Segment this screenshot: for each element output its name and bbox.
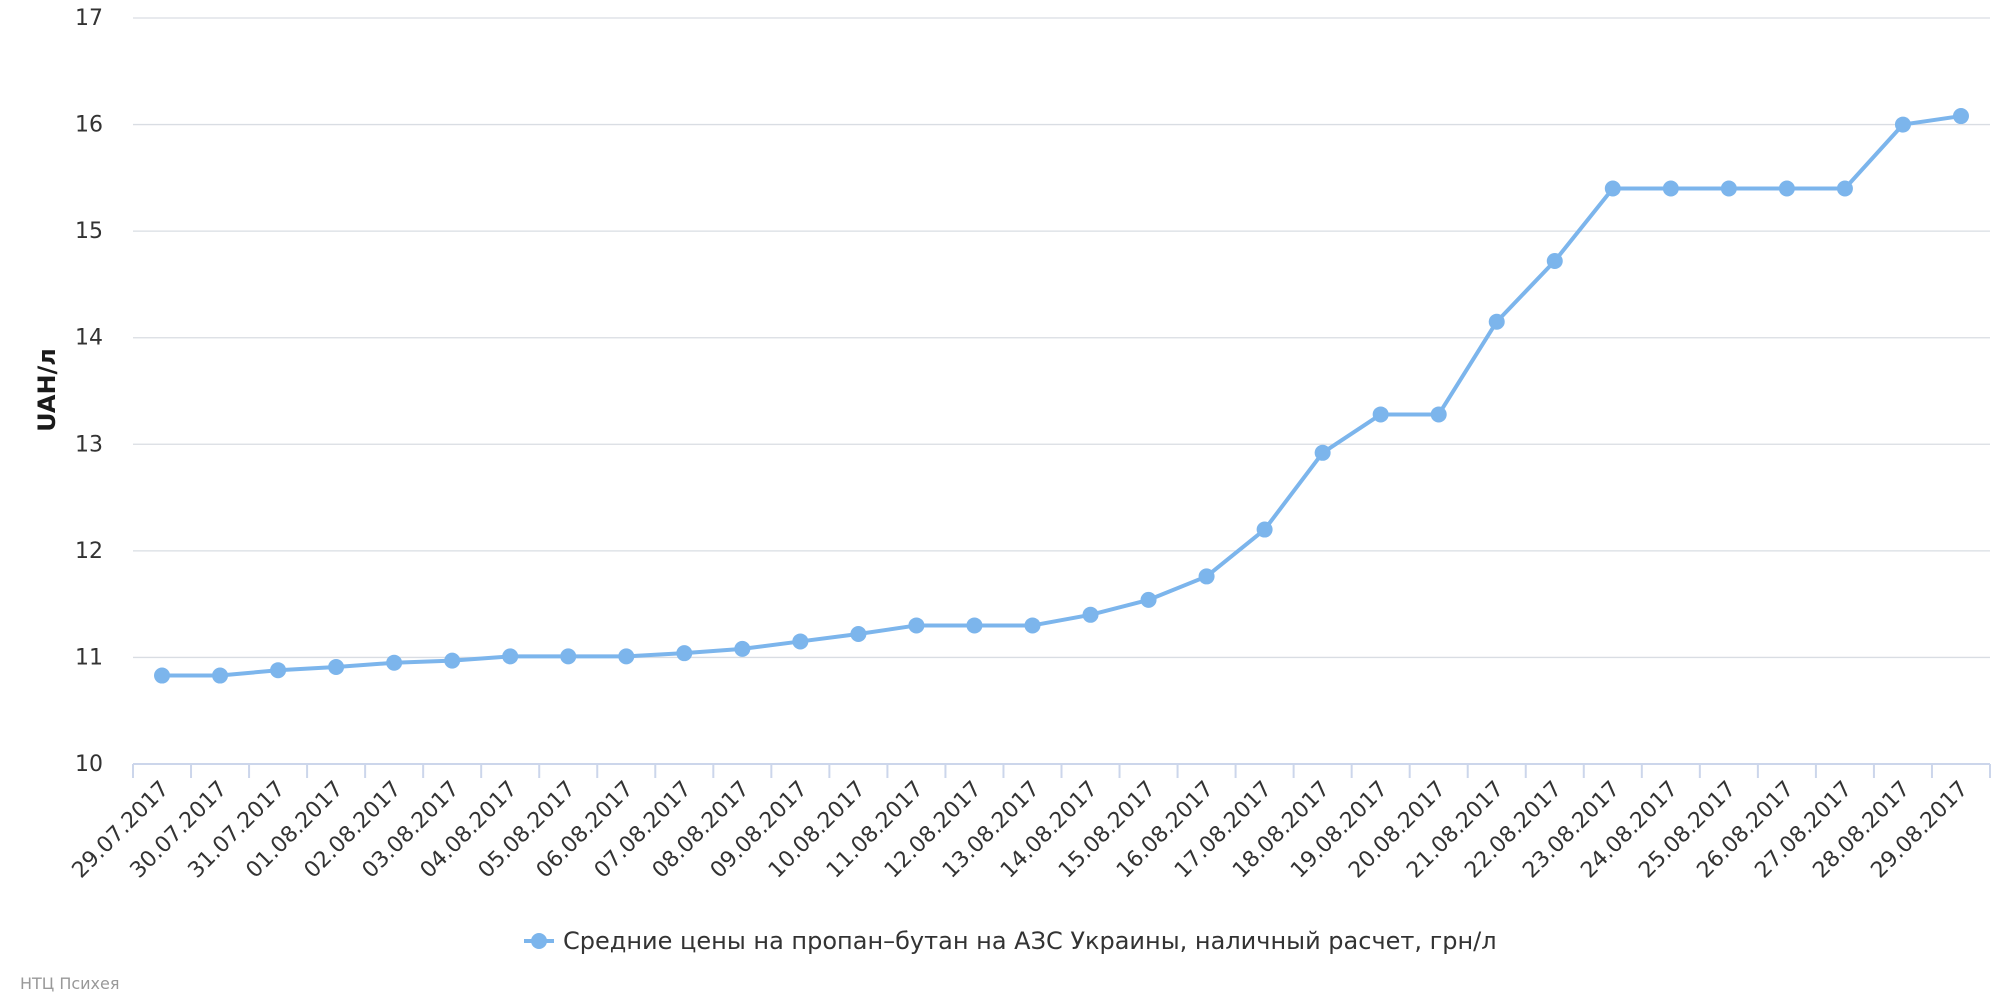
data-point[interactable] <box>734 640 751 657</box>
data-point[interactable] <box>676 645 693 662</box>
y-tick-label: 14 <box>75 326 103 351</box>
series-line-0 <box>160 114 1963 678</box>
data-point[interactable] <box>1778 180 1795 197</box>
data-point[interactable] <box>908 617 925 634</box>
x-axis: 29.07.201730.07.201731.07.201701.08.2017… <box>68 763 1991 883</box>
y-tick-label: 11 <box>75 645 103 670</box>
y-axis: 10 11 12 13 14 15 16 17 <box>75 6 103 777</box>
y-tick-label: 10 <box>75 752 103 777</box>
credits-text[interactable]: НТЦ Психея <box>20 974 119 993</box>
legend[interactable]: Средние цены на пропан–бутан на АЗС Укра… <box>524 927 1497 955</box>
data-point[interactable] <box>1720 180 1737 197</box>
data-point[interactable] <box>966 617 983 634</box>
data-point[interactable] <box>1314 444 1331 461</box>
data-point[interactable] <box>212 667 229 684</box>
data-point[interactable] <box>1082 606 1099 623</box>
data-point[interactable] <box>1488 313 1505 330</box>
data-point[interactable] <box>1024 617 1041 634</box>
data-point[interactable] <box>444 652 461 669</box>
data-point[interactable] <box>792 633 809 650</box>
y-axis-label: UAH/л <box>33 348 61 432</box>
data-point[interactable] <box>618 648 635 665</box>
data-point[interactable] <box>850 625 867 642</box>
grid <box>133 17 1990 659</box>
series <box>154 108 1969 684</box>
data-point[interactable] <box>1256 521 1273 538</box>
data-point[interactable] <box>270 662 287 679</box>
data-point[interactable] <box>560 648 577 665</box>
data-point[interactable] <box>1372 406 1389 423</box>
data-point[interactable] <box>1604 180 1621 197</box>
data-point[interactable] <box>1198 568 1215 585</box>
y-tick-label: 12 <box>75 539 103 564</box>
data-point[interactable] <box>1662 180 1679 197</box>
data-point[interactable] <box>154 667 171 684</box>
y-tick-label: 17 <box>75 6 103 31</box>
data-point[interactable] <box>1546 252 1563 269</box>
data-point[interactable] <box>1894 116 1911 133</box>
legend-item-label[interactable]: Средние цены на пропан–бутан на АЗС Укра… <box>563 927 1497 955</box>
y-tick-label: 16 <box>75 113 103 138</box>
data-point[interactable] <box>502 648 519 665</box>
data-point[interactable] <box>1140 591 1157 608</box>
data-point[interactable] <box>328 659 345 676</box>
y-tick-label: 13 <box>75 432 103 457</box>
data-point[interactable] <box>386 654 403 671</box>
data-point[interactable] <box>1836 180 1853 197</box>
data-point[interactable] <box>1430 406 1447 423</box>
y-tick-label: 15 <box>75 219 103 244</box>
data-point[interactable] <box>1952 108 1969 125</box>
legend-marker-icon <box>531 933 547 949</box>
